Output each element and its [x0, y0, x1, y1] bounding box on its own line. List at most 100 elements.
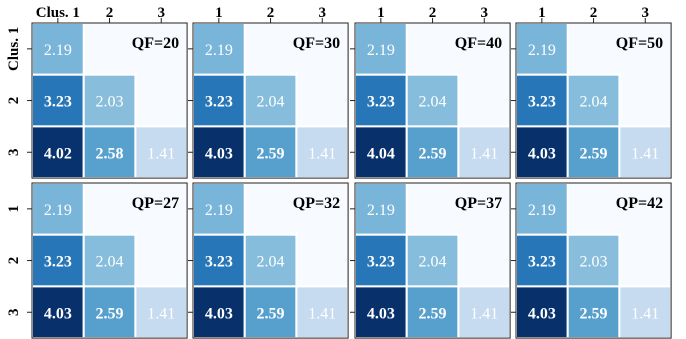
heatmap-cell	[295, 285, 350, 339]
x-tick-label: 3	[642, 5, 650, 21]
cell-value-label: 2.04	[419, 254, 447, 271]
cell-value-label: 2.59	[419, 145, 447, 162]
cell-value-label: 4.03	[44, 305, 72, 322]
cell-value-label: 1.41	[308, 305, 336, 322]
heatmap-cell	[566, 125, 621, 180]
cell-value-label: 3.23	[44, 94, 72, 111]
x-tick-label: 2	[106, 5, 114, 21]
panel-label: QP=27	[132, 195, 179, 212]
y-tick-label: 2	[6, 257, 22, 265]
panel-label: QF=50	[616, 35, 663, 52]
cell-value-label: 3.23	[205, 94, 233, 111]
cell-value-label: 2.59	[580, 305, 608, 322]
cell-value-label: 2.04	[257, 254, 285, 271]
y-tick-label: 2	[6, 97, 22, 105]
cell-value-label: 1.41	[470, 305, 498, 322]
heatmap-panel: 2.19 3.23 2.04 4.03 2.59 1.41 QP=27	[27, 182, 189, 339]
cell-value-label: 2.59	[96, 305, 124, 322]
cell-value-label: 1.41	[147, 305, 175, 322]
y-tick-label: 3	[6, 149, 22, 157]
cell-value-label: 3.23	[367, 94, 395, 111]
cell-value-label: 1.41	[631, 145, 659, 162]
heatmap-cell	[31, 22, 85, 76]
cell-value-label: 3.23	[44, 254, 72, 271]
panel-label: QP=37	[455, 195, 502, 212]
heatmap-cell	[31, 73, 85, 128]
cell-value-label: 3.23	[205, 254, 233, 271]
heatmap-panel: 2.19 3.23 2.04 4.03 2.59 1.41 QP=32	[188, 182, 350, 339]
heatmap-cell	[243, 233, 298, 288]
heatmap-cell	[82, 73, 137, 128]
x-tick-label: 2	[429, 5, 437, 21]
cell-value-label: 2.59	[419, 305, 447, 322]
cell-value-label: 4.03	[528, 305, 556, 322]
panel-label: QF=20	[132, 35, 179, 52]
panel-label: QP=42	[616, 195, 663, 212]
heatmap-panel: 2.19 3.23 2.03 4.03 2.59 1.41 QP=42	[511, 182, 673, 339]
cell-value-label: 2.19	[367, 42, 395, 59]
cell-value-label: 2.59	[580, 145, 608, 162]
cell-value-label: 1.41	[470, 145, 498, 162]
cell-value-label: 2.03	[580, 254, 608, 271]
heatmap-panel: 2.19 3.23 2.04 4.04 2.59 1.41 QF=40	[350, 18, 512, 180]
x-tick-label: 1	[377, 5, 385, 21]
heatmap-cell	[405, 73, 460, 128]
cell-value-label: 1.41	[631, 305, 659, 322]
x-tick-label: 1	[538, 5, 546, 21]
x-tick-label: 3	[481, 5, 489, 21]
x-tick-label: 2	[267, 5, 275, 21]
cell-value-label: 2.19	[367, 202, 395, 219]
y-tick-label: 1	[6, 205, 22, 213]
cell-value-label: 2.04	[419, 94, 447, 111]
cell-value-label: 2.58	[96, 145, 124, 162]
heatmap-panel: 2.19 3.23 2.04 4.03 2.59 1.41 QF=30	[188, 18, 350, 180]
heatmap-cell	[31, 233, 85, 288]
x-tick-label: Clus. 1	[36, 5, 80, 21]
heatmap-cell	[192, 22, 246, 76]
panel-label: QP=32	[293, 195, 340, 212]
cell-value-label: 3.23	[367, 254, 395, 271]
cell-value-label: 3.23	[528, 94, 556, 111]
heatmap-cell	[354, 285, 408, 339]
cell-value-label: 4.04	[367, 145, 395, 162]
heatmap-cell	[295, 125, 350, 180]
heatmap-cell	[405, 125, 460, 180]
cell-value-label: 2.19	[44, 202, 72, 219]
cell-value-label: 1.41	[308, 145, 336, 162]
heatmap-panel: 2.19 3.23 2.04 4.03 2.59 1.41 QP=37	[350, 182, 512, 339]
heatmap-cell	[405, 233, 460, 288]
heatmap-cell	[82, 233, 137, 288]
panel-label: QF=30	[293, 35, 340, 52]
x-tick-label: 3	[319, 5, 327, 21]
heatmap-cell	[566, 233, 621, 288]
cell-value-label: 2.19	[528, 202, 556, 219]
x-tick-label: 1	[215, 5, 223, 21]
cell-value-label: 4.03	[205, 145, 233, 162]
cell-value-label: 2.04	[96, 254, 124, 271]
heatmap-cell	[354, 22, 408, 76]
cell-value-label: 4.02	[44, 145, 72, 162]
x-tick-label: 2	[590, 5, 598, 21]
cell-value-label: 3.23	[528, 254, 556, 271]
cell-value-label: 2.19	[205, 202, 233, 219]
x-tick-label: 3	[158, 5, 166, 21]
cell-value-label: 2.03	[96, 94, 124, 111]
cell-value-label: 1.41	[147, 145, 175, 162]
cell-value-label: 2.19	[205, 42, 233, 59]
heatmap-cell	[566, 73, 621, 128]
cell-value-label: 2.04	[580, 94, 608, 111]
cell-value-label: 2.19	[44, 42, 72, 59]
cell-value-label: 2.59	[257, 145, 285, 162]
y-tick-label: 3	[6, 309, 22, 317]
cell-value-label: 2.19	[528, 42, 556, 59]
cell-value-label: 4.03	[367, 305, 395, 322]
y-tick-label: Clus. 1	[6, 27, 22, 71]
panel-label: QF=40	[455, 35, 502, 52]
cell-value-label: 4.03	[205, 305, 233, 322]
cell-value-label: 2.04	[257, 94, 285, 111]
heatmap-cell	[457, 125, 512, 180]
heatmap-panel: 2.19 3.23 2.04 4.03 2.59 1.41 QF=50	[511, 18, 673, 180]
cell-value-label: 2.59	[257, 305, 285, 322]
heatmap-panel: 2.19 3.23 2.03 4.02 2.58 1.41 QF=20	[27, 18, 189, 180]
